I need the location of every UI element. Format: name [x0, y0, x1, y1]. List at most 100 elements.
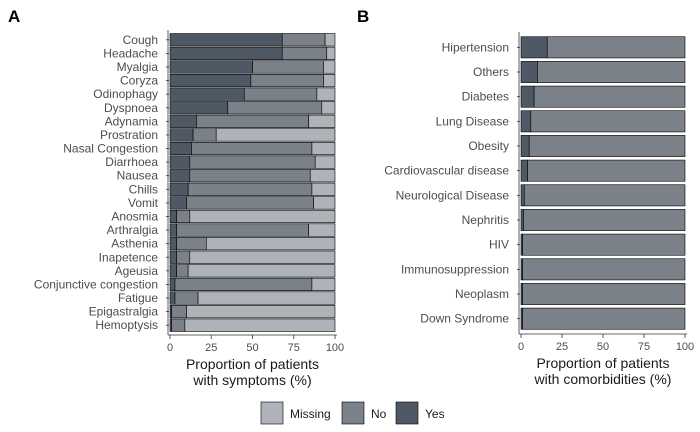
category-label-b-5: Cardiovascular disease — [384, 164, 509, 178]
bar-a-5-no — [227, 101, 323, 115]
bar-a-15-yes — [169, 237, 177, 251]
panel-a-label: A — [8, 7, 20, 26]
bar-a-18-missing — [311, 277, 336, 291]
bar-b-4-no — [528, 135, 686, 157]
bar-a-6-no — [196, 114, 309, 128]
category-label-a-21: Hemoptysis — [95, 318, 158, 332]
bar-a-21-missing — [184, 318, 336, 332]
bar-a-0-missing — [324, 33, 336, 47]
x-axis-title-a-line-1: with symptoms (%) — [192, 372, 311, 388]
bar-a-12-missing — [313, 196, 336, 210]
bar-a-3-yes — [169, 74, 252, 88]
category-label-b-4: Obesity — [468, 139, 509, 153]
bar-a-17-missing — [187, 264, 336, 278]
bar-a-18-yes — [169, 277, 176, 291]
bar-a-7-no — [192, 128, 217, 142]
bar-a-1-missing — [326, 46, 336, 60]
bar-a-19-missing — [197, 291, 336, 305]
bar-a-20-missing — [186, 305, 336, 319]
category-label-b-8: HIV — [489, 238, 509, 252]
bar-a-13-missing — [189, 209, 336, 224]
bar-a-4-no — [243, 87, 318, 101]
category-label-a-5: Dyspnoea — [104, 101, 158, 115]
bar-a-11-missing — [311, 182, 336, 196]
category-label-a-1: Headache — [103, 46, 158, 60]
bar-a-15-no — [176, 237, 207, 251]
bar-a-11-yes — [169, 182, 189, 196]
bar-a-10-missing — [309, 169, 336, 183]
legend-label-no: No — [371, 407, 387, 421]
bar-a-14-no — [176, 223, 309, 237]
bar-a-5-missing — [321, 101, 336, 115]
bar-a-9-yes — [169, 155, 191, 169]
x-tick-label-b-2: 50 — [597, 341, 609, 353]
bar-a-6-missing — [308, 114, 336, 128]
legend-swatch-no — [341, 401, 365, 425]
x-tick-label-a-2: 50 — [246, 342, 258, 354]
panel-a-symptoms: CoughHeadacheMyalgiaCoryzaOdinophagyDysp… — [34, 30, 344, 388]
bar-a-2-missing — [323, 60, 336, 74]
category-label-a-6: Adynamia — [105, 114, 159, 128]
bar-a-0-no — [281, 33, 326, 47]
category-label-a-15: Asthenia — [111, 237, 158, 251]
bar-a-9-no — [189, 155, 316, 169]
bar-a-8-missing — [311, 141, 336, 156]
legend-swatch-missing — [260, 401, 284, 425]
bar-a-8-yes — [169, 141, 192, 156]
bar-a-9-missing — [314, 155, 336, 169]
category-label-a-2: Myalgia — [117, 60, 159, 74]
bar-a-16-missing — [189, 250, 336, 264]
category-label-a-8: Nasal Congestion — [63, 142, 158, 156]
bar-a-17-yes — [169, 264, 177, 278]
bar-b-2-yes — [520, 85, 535, 108]
bar-a-10-no — [189, 169, 311, 183]
bar-a-2-yes — [169, 60, 253, 74]
bar-a-7-missing — [215, 128, 336, 142]
bar-a-19-no — [174, 291, 199, 305]
category-label-a-14: Arthralgia — [107, 223, 159, 237]
bar-a-12-yes — [169, 196, 187, 210]
bar-b-10-no — [522, 283, 686, 305]
bar-b-8-no — [522, 233, 686, 256]
category-label-a-19: Fatigue — [118, 291, 158, 305]
bar-a-0-yes — [169, 33, 283, 47]
x-axis-title-b-line-0: Proportion of patients — [536, 355, 669, 371]
bar-b-7-yes — [520, 209, 524, 231]
legend: Missing No Yes — [260, 401, 445, 425]
bar-a-3-missing — [323, 74, 336, 88]
category-label-b-9: Immunosuppression — [401, 262, 509, 276]
legend-swatch-yes — [395, 401, 419, 425]
x-tick-label-b-3: 75 — [638, 341, 650, 353]
x-tick-label-a-1: 25 — [205, 342, 217, 354]
x-axis-title-a-line-0: Proportion of patients — [186, 356, 319, 372]
bar-b-1-no — [537, 61, 686, 83]
bar-b-0-yes — [520, 36, 548, 59]
bar-a-21-no — [171, 318, 186, 332]
bar-b-3-no — [530, 110, 686, 133]
bar-a-2-no — [252, 60, 324, 74]
category-label-a-20: Epigastralgia — [89, 305, 159, 319]
panel-b-comorbidities: Hipertension Others Diabetes Lung Disease Ob… — [384, 32, 694, 387]
bar-a-13-yes — [169, 209, 177, 224]
category-label-a-7: Prostration — [100, 128, 158, 142]
bar-b-2-no — [533, 85, 686, 108]
category-label-b-7: Nephritis — [462, 213, 509, 227]
bar-a-17-no — [176, 264, 189, 278]
bar-b-3-yes — [520, 110, 532, 133]
bar-a-18-no — [174, 277, 313, 291]
bar-a-4-yes — [169, 87, 245, 101]
bar-a-5-yes — [169, 101, 229, 115]
legend-label-missing: Missing — [290, 407, 331, 421]
bar-b-1-yes — [520, 61, 538, 83]
bar-a-20-no — [171, 305, 187, 319]
bar-b-11-no — [522, 307, 686, 330]
bar-a-7-yes — [169, 128, 194, 142]
bar-a-14-yes — [169, 223, 177, 237]
category-label-a-17: Ageusia — [115, 264, 159, 278]
category-label-b-0: Hipertension — [442, 40, 509, 54]
category-label-a-3: Coryza — [120, 74, 158, 88]
bar-a-10-yes — [169, 169, 191, 183]
bar-a-14-missing — [308, 223, 336, 237]
x-tick-label-b-1: 25 — [556, 341, 568, 353]
category-label-b-6: Neurological Disease — [396, 188, 510, 202]
